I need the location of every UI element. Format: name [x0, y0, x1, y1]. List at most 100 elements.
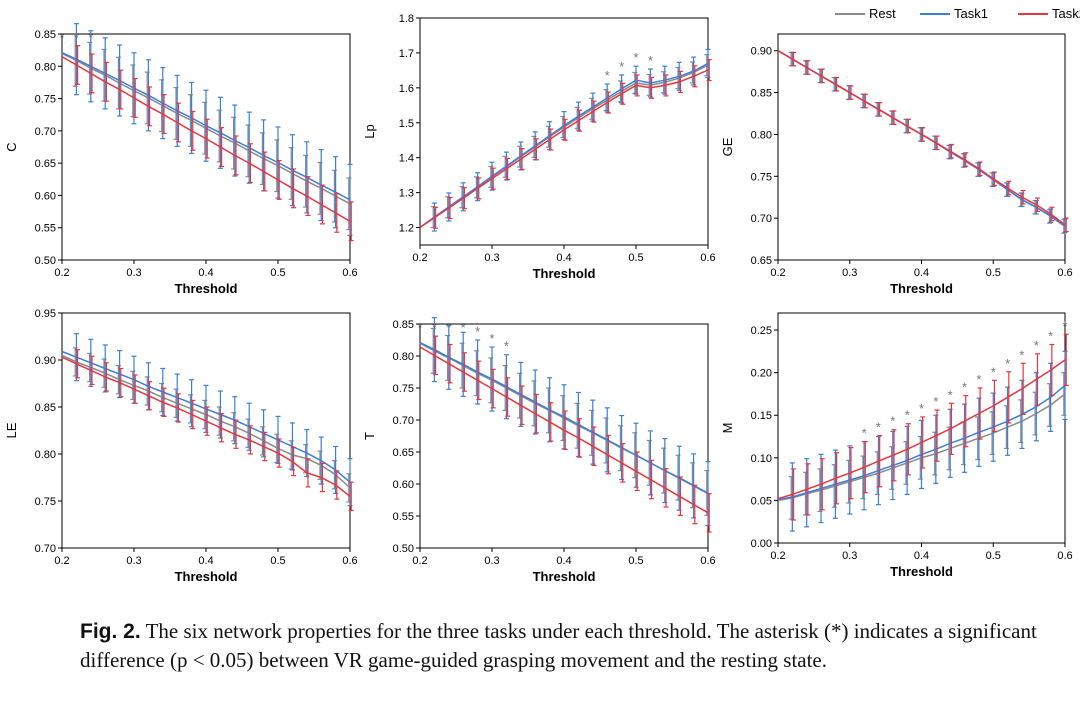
series-line-task2: [419, 69, 709, 229]
y-tick-label: 0.80: [35, 449, 56, 461]
y-tick-label: 0.90: [751, 46, 772, 58]
significance-asterisk: *: [862, 426, 867, 441]
x-tick-label: 0.6: [342, 267, 357, 279]
y-axis-label: M: [720, 423, 735, 434]
y-tick-label: 0.75: [35, 496, 56, 508]
x-tick-label: 0.4: [556, 252, 571, 264]
x-tick-label: 0.6: [1057, 550, 1072, 562]
x-tick-label: 0.3: [484, 252, 499, 264]
chart-panel-4: 0.2 0.3 0.4 0.5 0.6 0.70 0.75 0.80 0.85 0.90 0.95 T…: [4, 308, 358, 584]
significance-asterisk: *: [919, 401, 924, 416]
y-tick-label: 0.60: [35, 190, 56, 202]
y-tick-label: 0.85: [751, 88, 772, 100]
plot-frame: [777, 33, 1066, 261]
y-tick-label: 0.85: [393, 319, 414, 331]
y-tick-label: 1.6: [399, 83, 414, 95]
significance-asterisk: *: [648, 53, 653, 68]
significance-asterisk: *: [461, 320, 466, 335]
significance-asterisk: *: [475, 324, 480, 339]
y-axis-label: T: [362, 432, 377, 440]
legend-label-task1: Task1: [954, 6, 988, 21]
x-tick-label: 0.4: [556, 555, 571, 567]
y-tick-label: 0.90: [35, 355, 56, 367]
series-line-task2: [61, 55, 351, 222]
chart-panel-5: 0.2 0.3 0.4 0.5 0.6 0.50 0.55 0.60 0.65 0.70 0.75 0…: [362, 317, 716, 584]
caption-label: Fig. 2.: [80, 620, 141, 643]
chart-panel-3: 0.2 0.3 0.4 0.5 0.6 0.65 0.70 0.75 0.80 0.85 0.90 T…: [720, 33, 1073, 296]
significance-asterisk: *: [417, 320, 422, 335]
chart-panel-6: 0.2 0.3 0.4 0.5 0.6 0.00 0.05 0.10 0.15 0.20 0.25 T…: [720, 312, 1073, 579]
significance-asterisk: *: [432, 320, 437, 335]
series-line-task1: [419, 341, 709, 495]
significance-asterisk: *: [59, 30, 64, 45]
y-tick-label: 1.4: [399, 153, 414, 165]
series-line-task2: [419, 346, 709, 514]
y-tick-label: 0.75: [35, 94, 56, 106]
x-tick-label: 0.6: [1057, 267, 1072, 279]
x-tick-label: 0.2: [412, 555, 427, 567]
significance-asterisk: *: [74, 30, 79, 45]
series-line-task2: [61, 356, 351, 497]
y-axis-label: Lp: [362, 124, 377, 138]
y-tick-label: 0.70: [35, 126, 56, 138]
x-tick-label: 0.4: [198, 555, 213, 567]
caption-text: The six network properties for the three…: [80, 619, 1037, 672]
x-tick-label: 0.6: [700, 555, 715, 567]
significance-asterisk: *: [1019, 347, 1024, 362]
x-axis-label: Threshold: [533, 266, 596, 281]
significance-asterisk: *: [991, 364, 996, 379]
significance-asterisk: *: [933, 394, 938, 409]
series-line-task1: [61, 350, 351, 483]
x-tick-label: 0.5: [628, 252, 643, 264]
y-tick-label: 0.80: [393, 351, 414, 363]
significance-asterisk: *: [876, 420, 881, 435]
significance-asterisk: *: [605, 68, 610, 83]
y-tick-label: 0.15: [751, 410, 772, 422]
chart-panel-2: 0.2 0.3 0.4 0.5 0.6 1.2 1.3 1.4 1.5 1.6 1.7 1.8 Thre…: [362, 13, 716, 281]
y-tick-label: 1.5: [399, 118, 414, 130]
x-tick-label: 0.2: [770, 550, 785, 562]
x-tick-label: 0.4: [914, 550, 929, 562]
y-tick-label: 1.3: [399, 188, 414, 200]
y-tick-label: 0.55: [35, 223, 56, 235]
x-tick-label: 0.5: [628, 555, 643, 567]
significance-asterisk: *: [905, 408, 910, 423]
significance-asterisk: *: [1048, 329, 1053, 344]
x-axis-label: Threshold: [533, 569, 596, 584]
series-line-task2: [777, 50, 1066, 226]
x-tick-label: 0.2: [770, 267, 785, 279]
significance-asterisk: *: [1062, 318, 1067, 333]
y-tick-label: 1.8: [399, 13, 414, 25]
y-tick-label: 0.65: [751, 255, 772, 267]
x-tick-label: 0.3: [842, 267, 857, 279]
significance-asterisk: *: [962, 380, 967, 395]
y-tick-label: 0.75: [751, 171, 772, 183]
x-tick-label: 0.6: [342, 555, 357, 567]
significance-asterisk: *: [633, 50, 638, 65]
legend-label-task2: Task2: [1052, 6, 1080, 21]
y-tick-label: 0.95: [35, 308, 56, 320]
figure-canvas: 0.2 0.3 0.4 0.5 0.6 0.50 0.55 0.60 0.65 0.70 0.75 0…: [4, 6, 1080, 584]
x-tick-label: 0.3: [126, 555, 141, 567]
x-axis-label: Threshold: [175, 569, 238, 584]
x-tick-label: 0.5: [270, 555, 285, 567]
y-tick-label: 0.50: [393, 543, 414, 555]
y-tick-label: 0.85: [35, 402, 56, 414]
y-tick-label: 0.55: [393, 511, 414, 523]
x-tick-label: 0.3: [126, 267, 141, 279]
x-axis-label: Threshold: [890, 281, 953, 296]
x-tick-label: 0.3: [484, 555, 499, 567]
significance-asterisk: *: [1034, 338, 1039, 353]
series-line-task2: [777, 359, 1066, 500]
x-tick-label: 0.5: [270, 267, 285, 279]
figure-caption: Fig. 2. The six network properties for t…: [80, 617, 1040, 675]
series-line-task1: [419, 62, 709, 229]
x-tick-label: 0.2: [54, 267, 69, 279]
y-tick-label: 0.70: [751, 213, 772, 225]
y-tick-label: 0.10: [751, 453, 772, 465]
chart-panel-1: 0.2 0.3 0.4 0.5 0.6 0.50 0.55 0.60 0.65 0.70 0.75 0…: [4, 23, 358, 296]
y-axis-label: LE: [4, 422, 19, 438]
x-tick-label: 0.6: [700, 252, 715, 264]
significance-asterisk: *: [1005, 356, 1010, 371]
significance-asterisk: *: [489, 331, 494, 346]
